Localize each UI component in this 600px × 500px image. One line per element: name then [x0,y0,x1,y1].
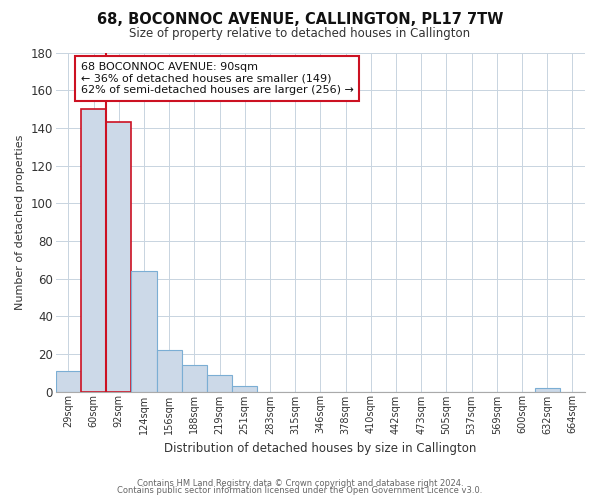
Bar [157,350,182,392]
Bar [535,388,560,392]
Bar [81,109,106,392]
Bar [56,371,81,392]
Bar [232,386,257,392]
Bar [131,271,157,392]
Bar [106,122,131,392]
Bar [207,374,232,392]
Text: Size of property relative to detached houses in Callington: Size of property relative to detached ho… [130,28,470,40]
Y-axis label: Number of detached properties: Number of detached properties [15,134,25,310]
X-axis label: Distribution of detached houses by size in Callington: Distribution of detached houses by size … [164,442,476,455]
Text: Contains HM Land Registry data © Crown copyright and database right 2024.: Contains HM Land Registry data © Crown c… [137,478,463,488]
Bar [182,365,207,392]
Text: Contains public sector information licensed under the Open Government Licence v3: Contains public sector information licen… [118,486,482,495]
Text: 68, BOCONNOC AVENUE, CALLINGTON, PL17 7TW: 68, BOCONNOC AVENUE, CALLINGTON, PL17 7T… [97,12,503,28]
Text: 68 BOCONNOC AVENUE: 90sqm
← 36% of detached houses are smaller (149)
62% of semi: 68 BOCONNOC AVENUE: 90sqm ← 36% of detac… [81,62,354,95]
